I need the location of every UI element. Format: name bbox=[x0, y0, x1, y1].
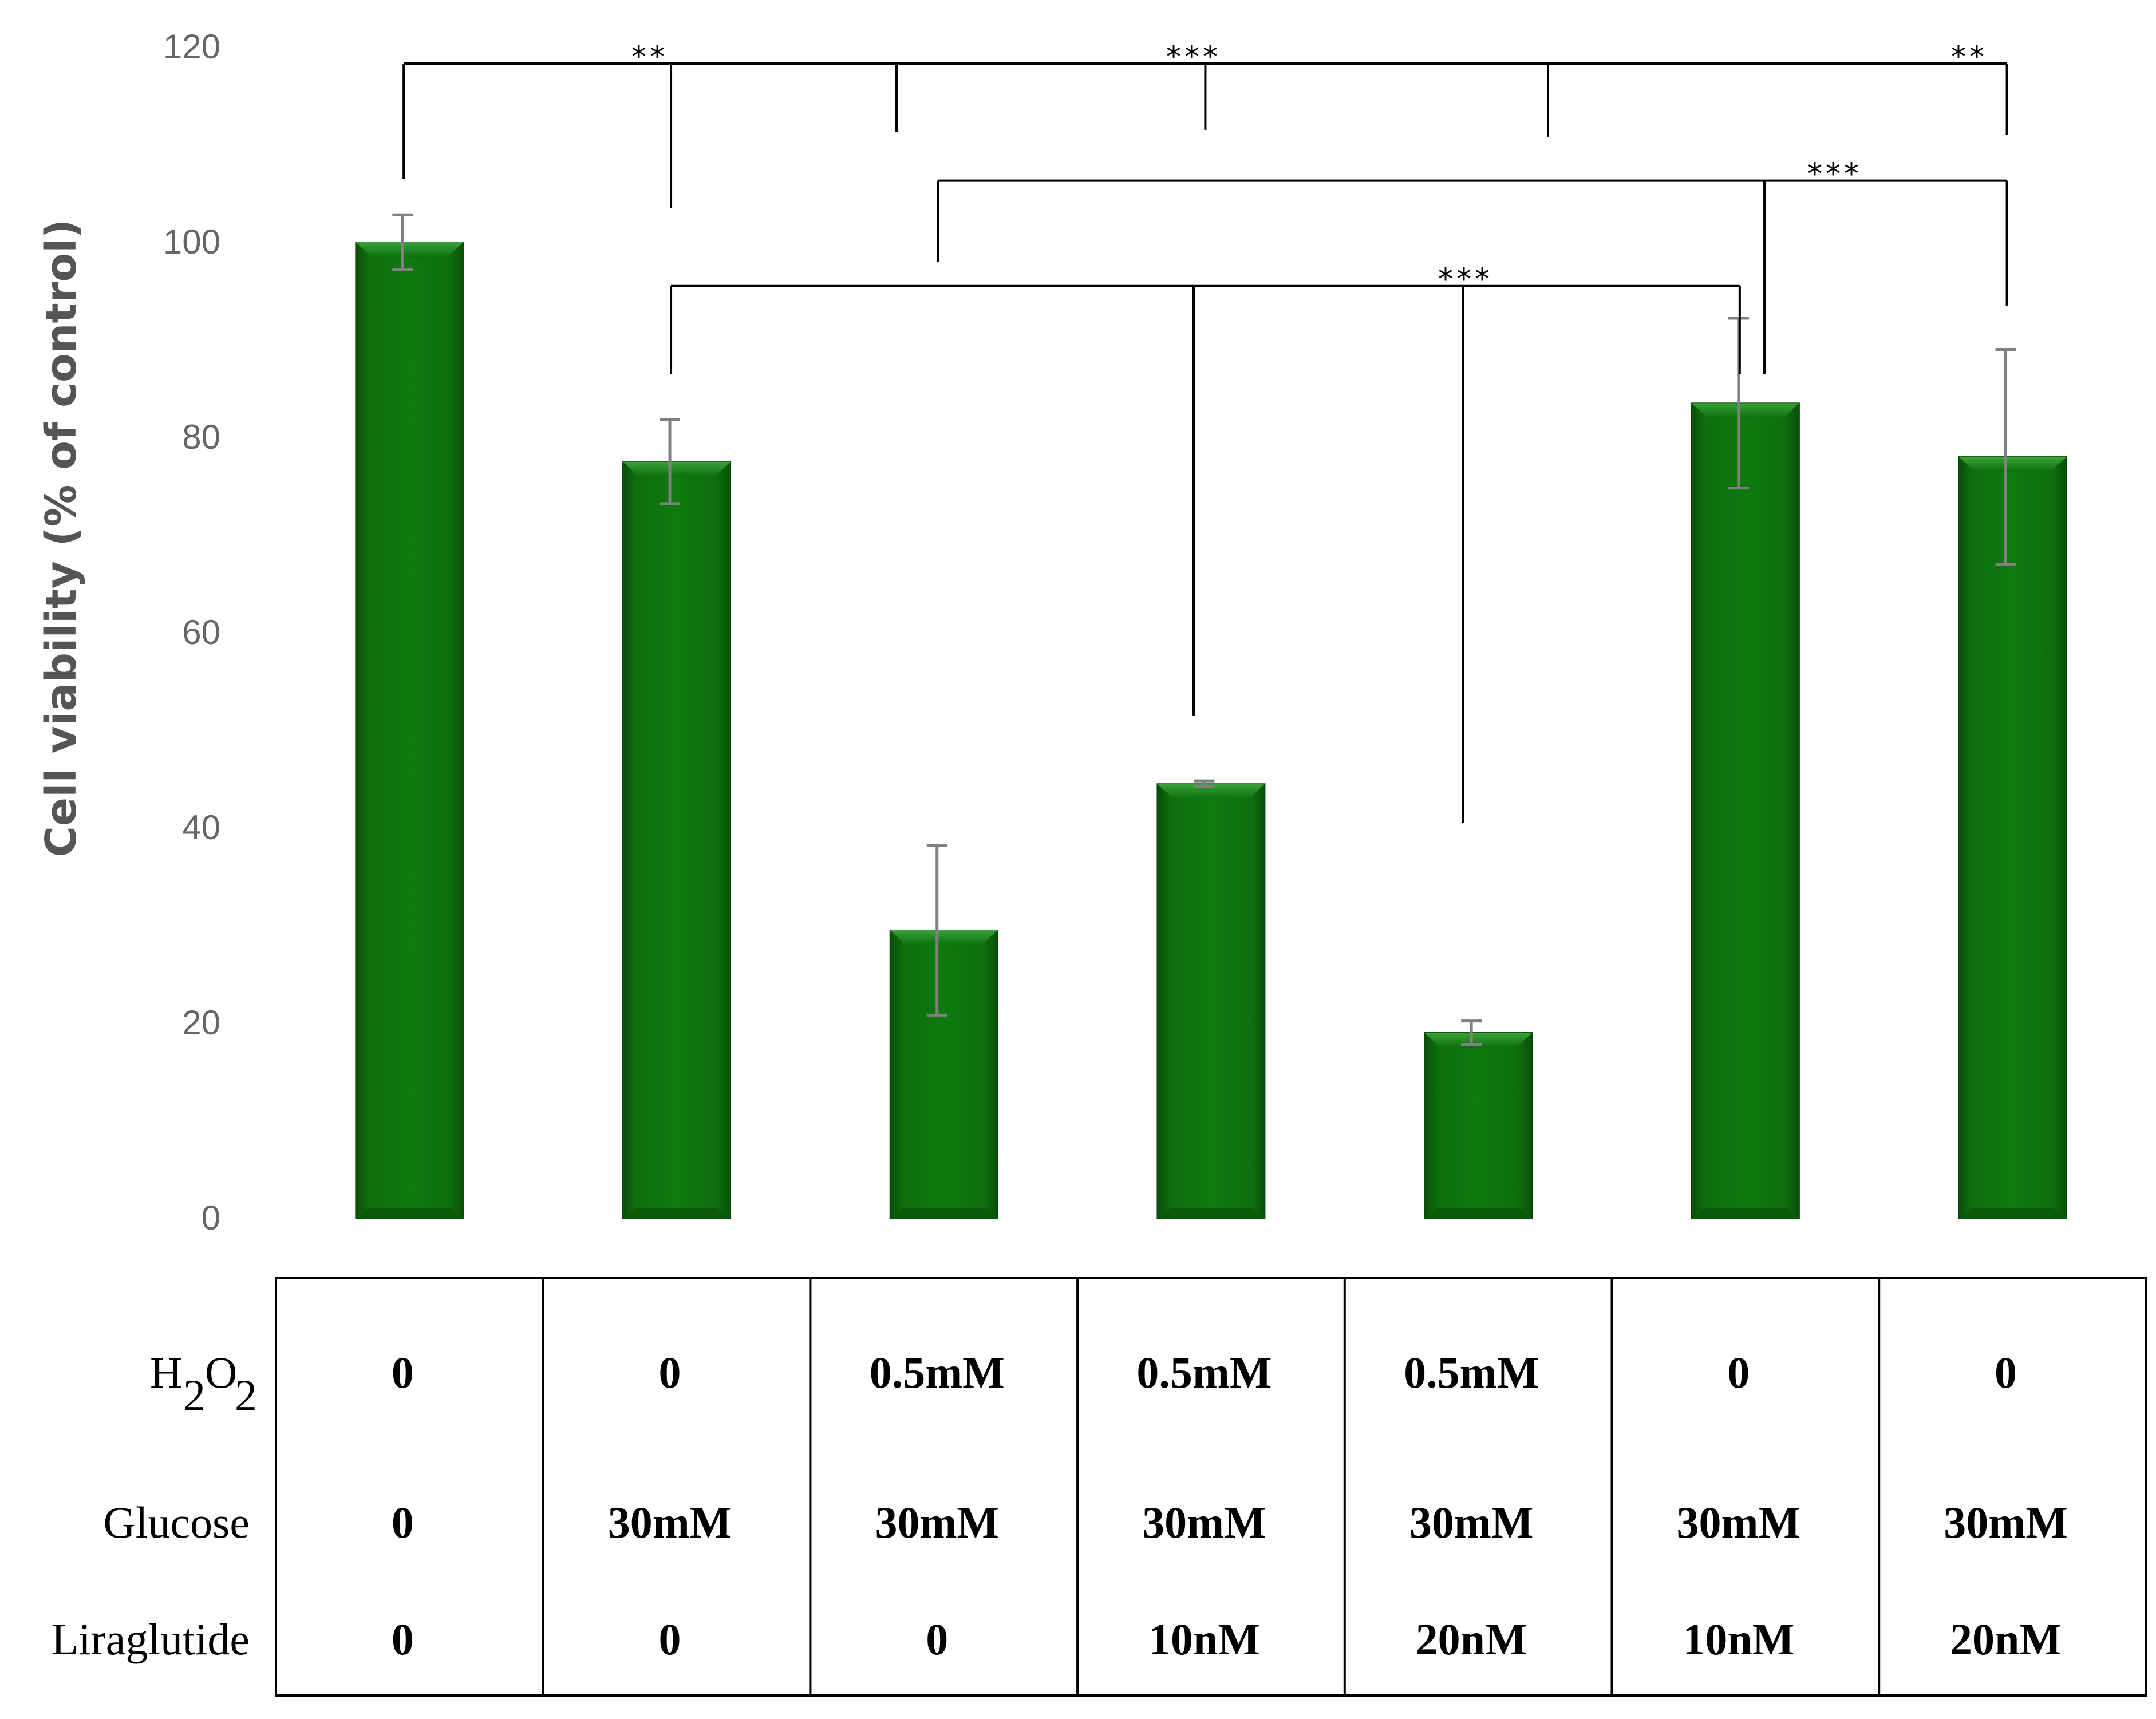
bars bbox=[355, 242, 2067, 1219]
table-cell: 20nM bbox=[1416, 1614, 1527, 1664]
table-row-label: Liraglutide bbox=[51, 1614, 250, 1664]
table-cell: 0 bbox=[1727, 1347, 1750, 1397]
table-row-label: H bbox=[150, 1347, 182, 1397]
table-cell: 0 bbox=[392, 1347, 414, 1397]
bar-bevel-bottom bbox=[623, 1208, 731, 1218]
bar-bevel-top bbox=[623, 461, 731, 477]
bar bbox=[1958, 456, 2067, 1219]
bar-bevel-bottom bbox=[1691, 1208, 1799, 1218]
significance-label: ** bbox=[631, 40, 668, 74]
y-tick-label: 80 bbox=[182, 418, 220, 456]
table-row-label-subscript: 2 bbox=[183, 1370, 206, 1420]
y-axis: 0 20 40 60 80 100 120 bbox=[163, 27, 220, 1237]
bar-bevel-top bbox=[1424, 1033, 1533, 1048]
error-bar bbox=[1995, 348, 2016, 566]
bar-body bbox=[1424, 1032, 1533, 1219]
significance-bracket bbox=[937, 179, 2008, 306]
bar bbox=[622, 461, 732, 1219]
table-row-label: O bbox=[205, 1347, 237, 1397]
y-tick-label: 120 bbox=[163, 27, 220, 66]
table-cell: 0.5mM bbox=[1404, 1347, 1539, 1397]
significance-label: *** bbox=[1438, 263, 1493, 297]
bar-bevel-bottom bbox=[1424, 1208, 1533, 1218]
bar-body bbox=[1958, 456, 2067, 1219]
bar bbox=[355, 242, 464, 1219]
table-cell: 0 bbox=[392, 1497, 414, 1547]
error-bar bbox=[660, 418, 681, 505]
y-tick-label: 60 bbox=[182, 613, 220, 651]
bar-bevel-top bbox=[1691, 403, 1799, 418]
significance-brackets: ** *** ******** bbox=[402, 40, 2008, 823]
significance-label: ** bbox=[1951, 40, 1988, 74]
y-tick-label: 40 bbox=[182, 808, 220, 847]
table-cell: 10nM bbox=[1148, 1614, 1260, 1664]
bar-bevel-top bbox=[1958, 457, 2067, 472]
error-bar bbox=[926, 844, 947, 1017]
error-bars bbox=[392, 213, 2016, 1046]
bar-bevel-bottom bbox=[356, 1208, 464, 1218]
table-cell: 0 bbox=[659, 1614, 681, 1664]
table-border bbox=[275, 1277, 2147, 1697]
bar bbox=[1156, 783, 1266, 1219]
bar-body bbox=[889, 930, 998, 1219]
bar-body bbox=[355, 242, 464, 1219]
table-cell: 0 bbox=[1995, 1347, 2017, 1397]
table-cell: 0 bbox=[659, 1347, 681, 1397]
table-cell: 0 bbox=[926, 1614, 948, 1664]
significance-bracket bbox=[402, 62, 1207, 179]
table-cell: 30mM bbox=[1944, 1497, 2068, 1547]
y-tick-label: 0 bbox=[202, 1199, 220, 1237]
bar bbox=[1691, 402, 1800, 1219]
y-tick-label: 100 bbox=[163, 223, 220, 261]
table-cell: 30mM bbox=[1142, 1497, 1266, 1547]
bar-body bbox=[1691, 402, 1800, 1219]
table-cell: 30mM bbox=[1409, 1497, 1534, 1547]
significance-bracket bbox=[670, 284, 1741, 374]
table-cell: 10nM bbox=[1683, 1614, 1794, 1664]
significance-bracket bbox=[402, 62, 2008, 179]
bar-bevel-bottom bbox=[890, 1208, 998, 1218]
table-cell: 30mM bbox=[1677, 1497, 1801, 1547]
table-cell: 0.5mM bbox=[870, 1347, 1005, 1397]
bar-bevel-top bbox=[1157, 784, 1265, 799]
error-bar bbox=[1461, 1019, 1482, 1046]
table-cell: 0.5mM bbox=[1136, 1347, 1272, 1397]
error-bar bbox=[392, 213, 413, 271]
error-bar bbox=[1194, 779, 1215, 788]
bar-bevel-top bbox=[356, 242, 464, 257]
table-cell: 0 bbox=[392, 1614, 414, 1664]
y-tick-label: 20 bbox=[182, 1003, 220, 1042]
significance-bracket bbox=[402, 62, 673, 208]
bar-bevel-bottom bbox=[1157, 1208, 1265, 1218]
bar bbox=[1424, 1032, 1533, 1219]
significance-label: *** bbox=[1807, 157, 1862, 192]
bar bbox=[889, 930, 998, 1219]
y-axis-title: Cell viability (% of control) bbox=[37, 219, 86, 857]
table-row-label-subscript: 2 bbox=[235, 1370, 257, 1420]
bar-body bbox=[622, 461, 732, 1219]
bar-bevel-top bbox=[890, 930, 998, 946]
bar-bevel-bottom bbox=[1958, 1208, 2067, 1218]
significance-label: *** bbox=[1166, 40, 1221, 74]
bar-body bbox=[1156, 783, 1266, 1219]
table-row-label: Glucose bbox=[103, 1497, 250, 1547]
table-cell: 30mM bbox=[875, 1497, 999, 1547]
table-cell: 20nM bbox=[1950, 1614, 2062, 1664]
table-cell: 30mM bbox=[608, 1497, 732, 1547]
